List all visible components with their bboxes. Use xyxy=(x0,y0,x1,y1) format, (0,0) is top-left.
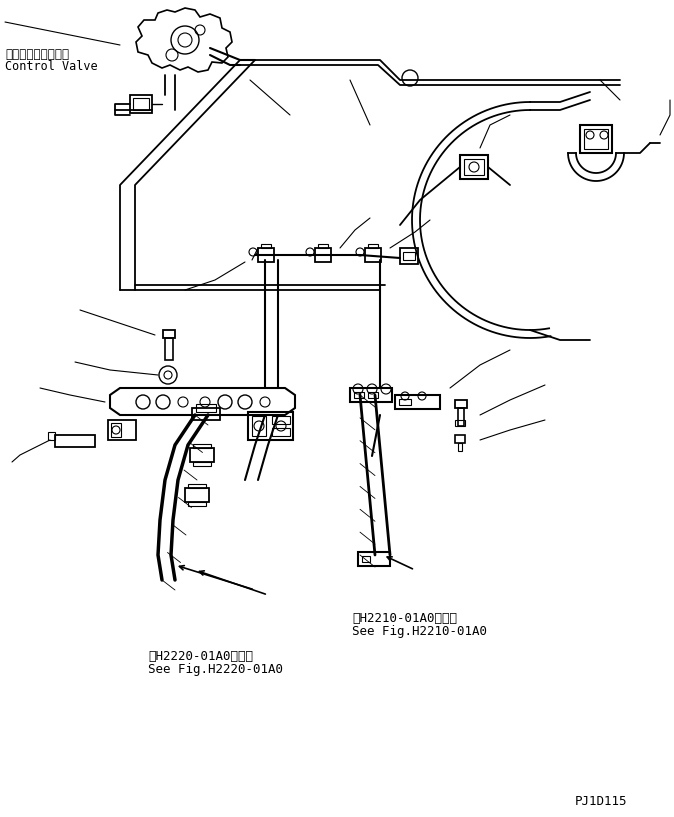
Bar xyxy=(350,388,392,402)
Bar xyxy=(400,248,418,264)
Bar xyxy=(248,412,293,440)
Bar xyxy=(458,408,464,426)
Bar xyxy=(193,462,211,466)
Bar xyxy=(458,443,462,451)
Bar xyxy=(358,552,390,566)
Bar xyxy=(395,395,440,409)
Bar xyxy=(584,129,608,149)
Bar xyxy=(354,392,364,398)
Bar xyxy=(165,338,173,360)
Bar xyxy=(258,248,274,262)
Bar xyxy=(108,420,136,440)
Bar xyxy=(185,488,209,502)
Bar xyxy=(261,244,271,248)
Bar xyxy=(580,125,612,153)
Bar xyxy=(455,420,465,426)
Bar xyxy=(188,502,206,506)
Bar xyxy=(48,432,55,440)
Text: 第H2220-01A0図参照: 第H2220-01A0図参照 xyxy=(148,650,253,663)
Bar xyxy=(315,248,331,262)
Text: See Fig.H2220-01A0: See Fig.H2220-01A0 xyxy=(148,663,283,676)
Bar xyxy=(365,248,381,262)
Bar xyxy=(55,435,95,447)
Text: 第H2210-01A0図参照: 第H2210-01A0図参照 xyxy=(352,612,457,625)
Bar xyxy=(272,416,290,424)
Text: PJ1D115: PJ1D115 xyxy=(575,795,627,808)
Bar xyxy=(193,444,211,448)
Bar xyxy=(403,252,415,260)
Bar xyxy=(133,98,149,110)
Bar xyxy=(362,556,370,562)
Text: Control Valve: Control Valve xyxy=(5,60,98,73)
Bar xyxy=(460,155,488,179)
Bar xyxy=(368,392,378,398)
Text: コントロールバルブ: コントロールバルブ xyxy=(5,48,69,61)
Bar xyxy=(252,416,266,436)
Bar xyxy=(455,435,465,443)
Bar xyxy=(111,423,121,437)
Bar xyxy=(272,428,290,436)
Bar xyxy=(368,244,378,248)
Text: See Fig.H2210-01A0: See Fig.H2210-01A0 xyxy=(352,625,487,638)
Bar xyxy=(318,244,328,248)
Bar xyxy=(399,399,411,405)
Bar xyxy=(455,400,467,408)
Bar xyxy=(130,95,152,113)
Bar xyxy=(163,330,175,338)
Bar xyxy=(196,404,216,412)
Bar xyxy=(464,159,484,175)
Bar xyxy=(192,408,220,420)
Bar xyxy=(190,448,214,462)
Bar xyxy=(188,484,206,488)
